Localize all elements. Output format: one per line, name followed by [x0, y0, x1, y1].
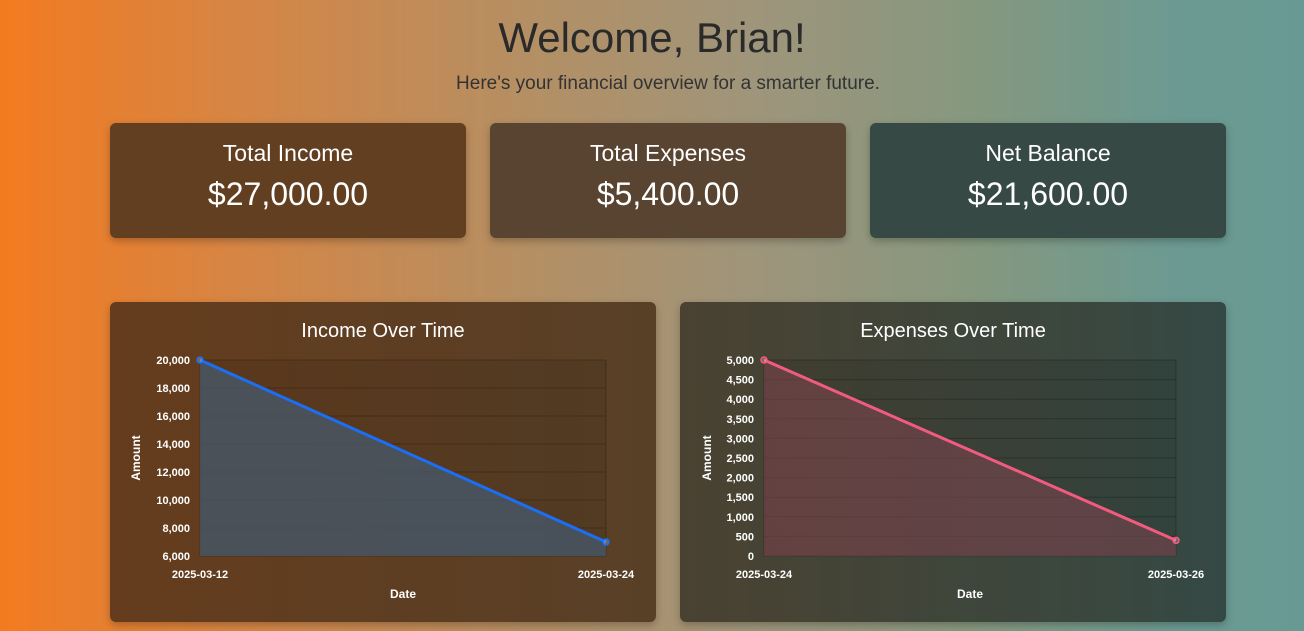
y-tick-label: 500 — [736, 531, 754, 543]
y-tick-label: 20,000 — [156, 355, 190, 367]
y-tick-label: 4,000 — [726, 394, 754, 406]
y-tick-label: 3,000 — [726, 433, 754, 445]
y-axis-title: Amount — [700, 435, 714, 480]
x-tick-label: 2025-03-24 — [578, 569, 635, 581]
y-tick-label: 3,500 — [726, 414, 754, 426]
card-value: $27,000.00 — [207, 176, 369, 212]
data-point — [602, 538, 610, 546]
net-balance-card: Net Balance $21,600.00 — [870, 123, 1226, 238]
total-expenses-card: Total Expenses $5,400.00 — [490, 123, 846, 238]
page-subtitle: Here's your financial overview for a sma… — [456, 73, 880, 94]
x-axis-title: Date — [957, 587, 983, 601]
y-axis-title: Amount — [129, 435, 143, 480]
card-label: Net Balance — [985, 140, 1111, 166]
y-tick-label: 1,500 — [726, 492, 754, 504]
y-tick-label: 5,000 — [726, 355, 754, 367]
y-tick-label: 14,000 — [156, 439, 190, 451]
y-tick-label: 16,000 — [156, 411, 190, 423]
y-tick-label: 18,000 — [156, 383, 190, 395]
y-tick-label: 2,500 — [726, 453, 754, 465]
card-value: $5,400.00 — [596, 176, 740, 212]
income-chart-title: Income Over Time — [301, 320, 465, 342]
series-area — [200, 360, 606, 556]
y-tick-label: 4,500 — [726, 375, 754, 387]
income-chart-panel: Income Over Time 20,000 18,000 16,000 14,00… — [110, 302, 656, 622]
expenses-chart-title: Expenses Over Time — [860, 320, 1046, 342]
card-value: $21,600.00 — [967, 176, 1129, 212]
data-point — [196, 356, 204, 364]
y-tick-label: 0 — [748, 551, 754, 563]
expenses-chart: 5,000 4,500 4,000 3,500 3,000 2,500 2,000 1,500… — [700, 355, 1204, 601]
card-label: Total Expenses — [590, 140, 746, 166]
x-tick-label: 2025-03-12 — [172, 569, 228, 581]
data-point — [1172, 536, 1180, 545]
series-line — [763, 358, 1177, 542]
page-title: Welcome, Brian! — [498, 14, 806, 61]
total-income-card: Total Income $27,000.00 — [110, 123, 466, 238]
y-tick-label: 1,000 — [726, 512, 754, 524]
y-tick-label: 10,000 — [156, 495, 190, 507]
x-tick-label: 2025-03-26 — [1148, 569, 1204, 581]
y-tick-label: 12,000 — [156, 467, 190, 479]
card-label: Total Income — [222, 140, 354, 166]
data-point — [760, 356, 768, 364]
series-area — [764, 360, 1176, 556]
y-tick-label: 2,000 — [726, 473, 754, 485]
x-tick-label: 2025-03-24 — [736, 569, 793, 581]
series-line — [199, 358, 607, 544]
expenses-chart-panel: Expenses Over Time 5,000 4,500 4,000 3,500 3… — [680, 302, 1226, 622]
x-axis-title: Date — [390, 587, 416, 601]
y-tick-label: 6,000 — [162, 551, 190, 563]
y-tick-label: 8,000 — [162, 523, 190, 535]
income-chart: 20,000 18,000 16,000 14,000 12,000 10,000 8,00… — [129, 355, 635, 601]
